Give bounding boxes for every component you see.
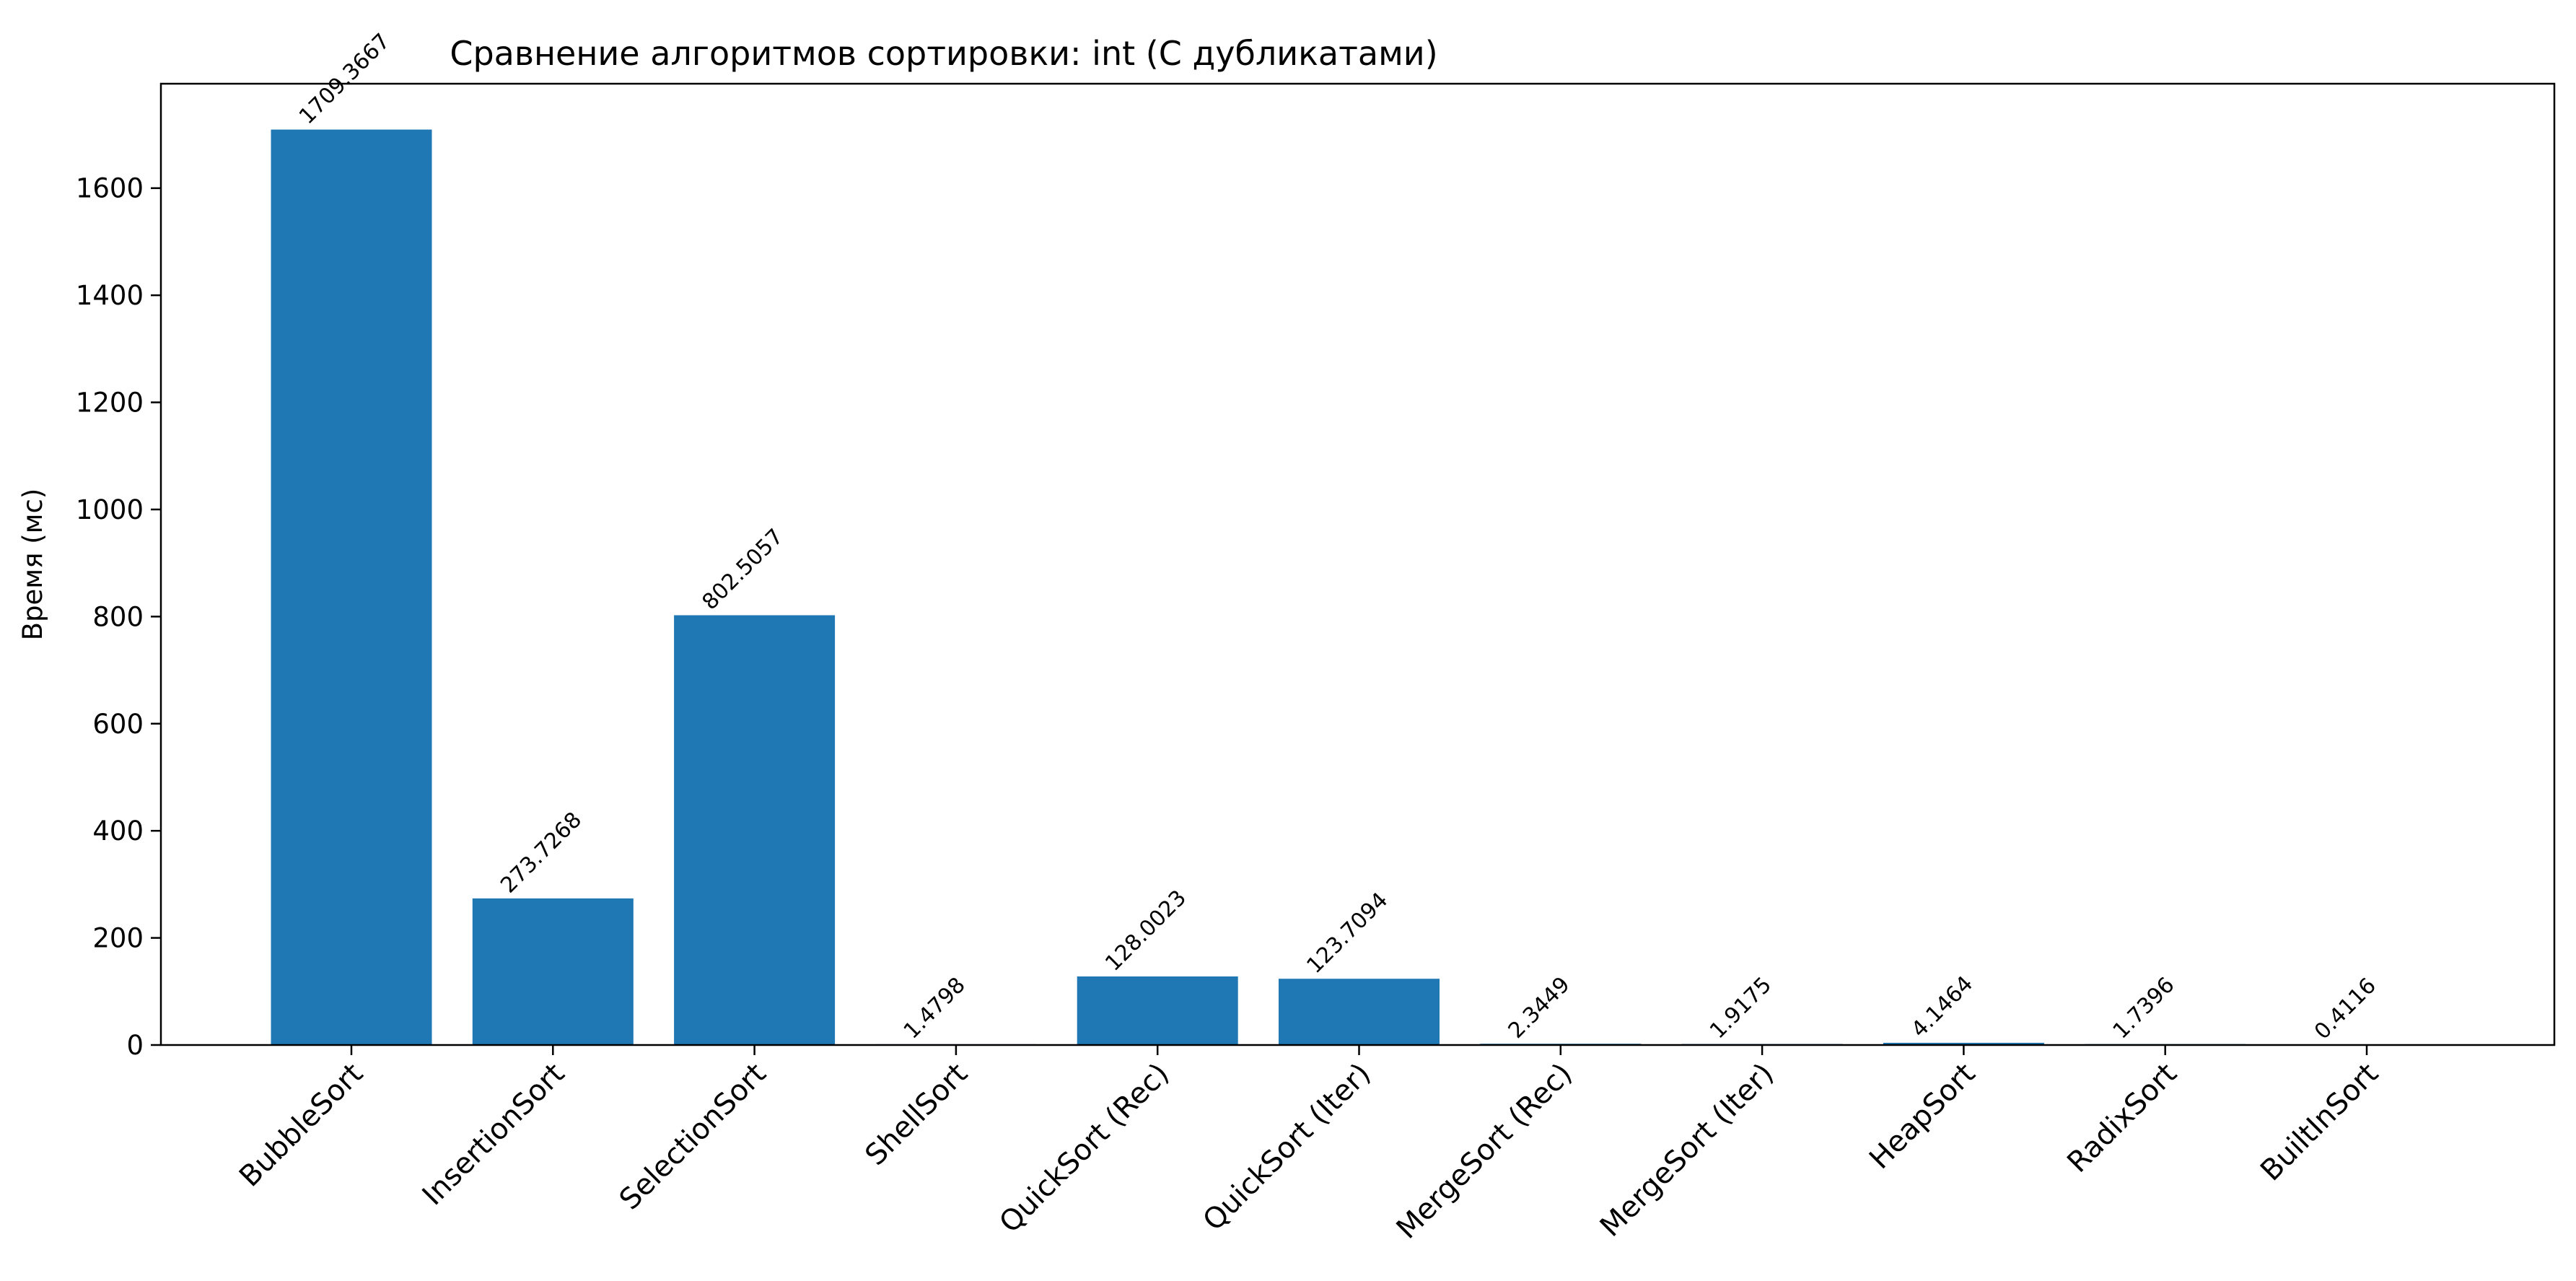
bar (472, 898, 634, 1045)
bar-value-label: 1709.3667 (294, 29, 395, 129)
bar-value-label: 128.0023 (1100, 886, 1191, 976)
bar-value-label: 0.4116 (2310, 973, 2381, 1044)
bar-value-label: 2.3449 (1504, 972, 1575, 1044)
y-tick-label: 200 (92, 923, 144, 954)
bar-value-label: 123.7094 (1302, 888, 1393, 979)
y-tick-label: 1600 (76, 173, 144, 204)
y-tick-label: 1200 (76, 388, 144, 419)
y-tick-label: 400 (92, 816, 144, 847)
bar (271, 129, 432, 1045)
bar (674, 615, 836, 1045)
x-tick-label: RadixSort (2061, 1057, 2183, 1179)
bar-value-label: 4.1464 (1906, 971, 1978, 1043)
y-tick-label: 600 (92, 709, 144, 740)
y-axis-label: Время (мс) (17, 489, 48, 641)
x-tick-label: SelectionSort (613, 1057, 773, 1217)
bar-value-label: 1.9175 (1705, 972, 1777, 1044)
x-tick-label: MergeSort (Rec) (1390, 1057, 1579, 1246)
axes-frame (159, 82, 2556, 1046)
x-tick-label: QuickSort (Iter) (1197, 1057, 1377, 1238)
x-tick-label: MergeSort (Iter) (1594, 1057, 1780, 1243)
x-tick-label: BuiltInSort (2254, 1057, 2385, 1188)
bar-value-label: 1.7396 (2108, 972, 2180, 1044)
value-labels-layer: 1709.3667 273.7268 802.5057 1.4798 128.0023 1… (294, 29, 2381, 1045)
bar (1279, 979, 1440, 1045)
x-tick-label: HeapSort (1863, 1057, 1981, 1176)
x-tick-label: QuickSort (Rec) (993, 1057, 1175, 1240)
y-tick-label: 0 (126, 1030, 144, 1061)
bars-layer (271, 129, 2448, 1045)
bar-value-label: 273.7268 (496, 808, 587, 899)
x-tick-label: InsertionSort (416, 1057, 571, 1212)
chart-title: Сравнение алгоритмов сортировки: int (С … (450, 34, 1437, 73)
y-tick-label: 1000 (76, 494, 144, 525)
y-tick-label: 800 (92, 601, 144, 632)
x-tick-label: ShellSort (859, 1057, 974, 1173)
bar-value-label: 802.5057 (698, 524, 789, 615)
x-tick-label: BubbleSort (233, 1057, 369, 1194)
bar-value-label: 1.4798 (899, 973, 971, 1044)
bar (1077, 976, 1238, 1045)
y-tick-label: 1400 (76, 280, 144, 311)
bar (1883, 1042, 2044, 1045)
